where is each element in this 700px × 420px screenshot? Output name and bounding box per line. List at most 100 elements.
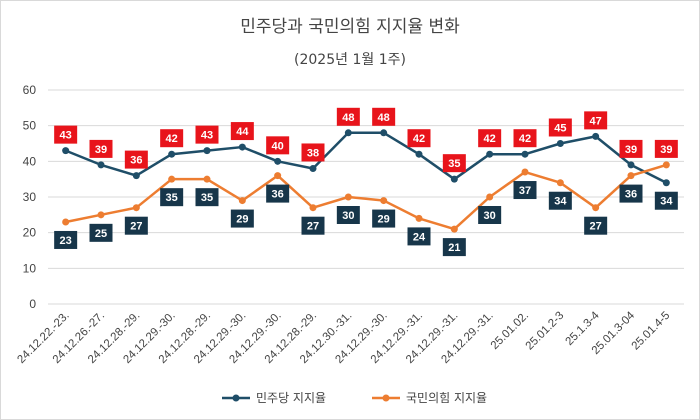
series-line-1 [65,163,667,231]
svg-text:24: 24 [413,231,426,243]
y-tick-label: 10 [23,261,37,275]
data-label: 39 [654,139,678,158]
data-point [168,175,176,183]
svg-text:48: 48 [342,112,354,124]
svg-text:34: 34 [660,196,673,208]
data-label: 35 [160,188,184,207]
svg-text:45: 45 [554,123,566,135]
data-point [274,172,282,180]
svg-text:21: 21 [448,242,460,254]
chart-title: 민주당과 국민의힘 지지율 변화 [240,17,460,37]
svg-text:42: 42 [484,133,496,145]
svg-text:36: 36 [130,155,142,167]
data-label: 42 [407,129,431,148]
y-tick-label: 40 [23,154,37,168]
y-tick-label: 20 [23,226,37,240]
data-point [556,140,564,147]
data-point [662,179,670,187]
data-point [132,204,140,212]
data-label: 35 [195,188,219,207]
data-label: 34 [654,191,678,210]
data-point [380,197,388,205]
data-point [132,172,140,180]
y-tick-label: 50 [23,119,37,133]
y-axis-ticks: 0 10 20 30 40 50 60 [23,83,37,311]
data-labels: 43 23 39 25 36 27 42 35 43 35 44 29 40 36 38 27 48 30 48 29… [54,107,678,257]
data-point [415,150,423,158]
data-point [203,147,211,155]
svg-text:47: 47 [590,115,602,127]
data-point [521,150,529,158]
data-label: 21 [442,238,466,257]
svg-text:35: 35 [201,192,213,204]
legend: 민주당 지지율 국민의힘 지지율 [222,391,487,405]
data-label: 48 [372,107,396,126]
svg-text:민주당 지지율: 민주당 지지율 [256,391,326,405]
gridlines [48,89,684,305]
data-point [415,214,423,222]
svg-text:43: 43 [201,130,213,142]
data-label: 44 [230,122,254,141]
svg-text:42: 42 [519,133,531,145]
svg-text:43: 43 [60,130,72,142]
legend-item: 민주당 지지율 [222,391,326,405]
data-label: 42 [478,129,502,148]
data-label: 39 [619,139,643,158]
data-label: 37 [513,181,537,200]
data-point [662,161,670,169]
data-point [274,157,282,165]
data-label: 43 [195,125,219,144]
data-point [450,225,458,233]
svg-text:42: 42 [166,133,178,145]
svg-text:30: 30 [342,210,354,222]
svg-text:36: 36 [272,189,284,201]
data-label: 42 [160,129,184,148]
svg-text:38: 38 [307,147,319,159]
data-label: 24 [407,227,431,246]
data-point [627,172,635,180]
data-label: 42 [513,129,537,148]
data-point [309,204,317,212]
data-point [168,150,176,158]
svg-text:39: 39 [95,144,107,156]
svg-text:27: 27 [307,221,319,233]
svg-text:48: 48 [378,112,390,124]
svg-text:30: 30 [484,210,496,222]
data-point [380,129,388,137]
data-point [238,197,246,205]
svg-text:39: 39 [625,144,637,156]
data-point [486,193,494,201]
data-point [62,147,70,155]
series-line-0 [65,131,667,184]
data-point [62,218,70,226]
data-point [203,175,211,183]
svg-text:국민의힘 지지율: 국민의힘 지지율 [406,391,487,405]
data-point [521,168,529,176]
data-label: 35 [442,154,466,173]
svg-text:25: 25 [95,228,107,240]
data-label: 34 [548,191,572,210]
data-label: 47 [584,111,608,130]
svg-text:39: 39 [660,144,672,156]
data-point [344,193,352,201]
data-point [486,150,494,158]
y-tick-label: 60 [23,83,37,97]
data-label: 38 [301,143,325,162]
data-label: 30 [478,206,502,224]
svg-text:36: 36 [625,189,637,201]
svg-text:23: 23 [60,235,72,247]
y-tick-label: 0 [29,297,36,311]
data-label: 39 [89,139,113,158]
svg-text:27: 27 [130,221,142,233]
data-label: 25 [89,223,113,242]
svg-text:40: 40 [272,140,284,152]
data-point [592,132,600,140]
series-lines [62,129,670,233]
svg-text:27: 27 [590,221,602,233]
data-label: 48 [336,107,360,126]
data-label: 27 [584,216,608,235]
data-point [238,143,246,151]
legend-item: 국민의힘 지지율 [372,391,487,405]
